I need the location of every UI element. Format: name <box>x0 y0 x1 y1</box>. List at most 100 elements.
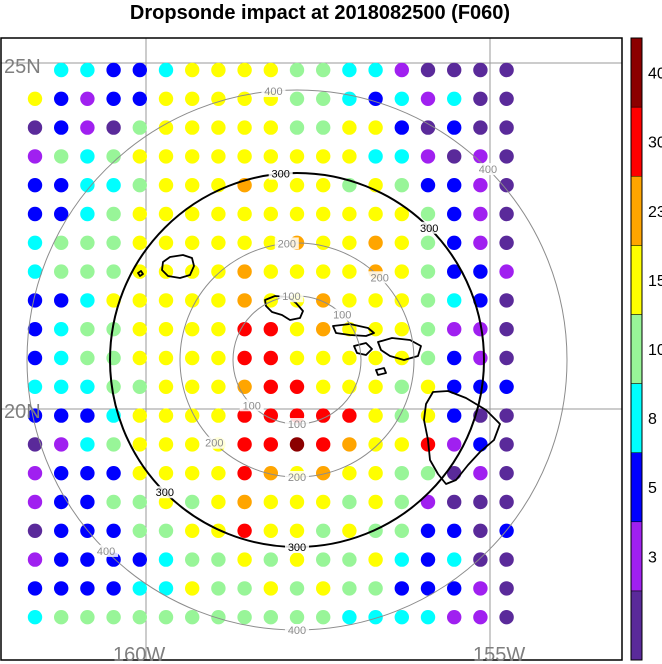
ring-label: 300 <box>156 487 174 499</box>
impact-dot <box>342 235 357 250</box>
impact-dot <box>263 120 278 135</box>
colorbar-bin <box>630 37 643 108</box>
impact-dot <box>54 610 69 625</box>
impact-dot <box>394 610 409 625</box>
impact-dot <box>368 120 383 135</box>
impact-dot <box>106 264 121 279</box>
ring-label: 400 <box>288 625 306 637</box>
impact-dot <box>132 581 147 596</box>
impact-dot <box>54 91 69 107</box>
impact-dot <box>237 264 252 279</box>
impact-dot <box>342 350 357 366</box>
impact-dot <box>342 379 357 394</box>
impact-dot <box>106 350 121 366</box>
range-rings: 100 100 100 100 200 200 200 200 300 300 300 300 400 4… <box>26 85 568 637</box>
impact-dot <box>263 264 278 279</box>
impact-dot <box>447 379 462 394</box>
impact-dot <box>420 264 436 279</box>
lon-label-155w: 155W <box>473 644 525 664</box>
impact-dot <box>27 322 43 337</box>
island-outline <box>353 342 373 356</box>
ring-label-bg <box>475 163 500 176</box>
colorbar-bin <box>630 314 643 384</box>
impact-dot <box>106 610 121 625</box>
impact-dot <box>211 581 226 596</box>
impact-dot <box>447 178 462 193</box>
impact-dot <box>263 552 278 567</box>
impact-dot <box>447 206 462 222</box>
impact-dot <box>185 437 200 452</box>
impact-dot <box>289 91 305 107</box>
impact-dot <box>54 408 69 423</box>
impact-dot <box>368 581 383 596</box>
impact-dot <box>185 523 200 538</box>
impact-dot <box>394 552 409 567</box>
impact-dot <box>394 62 409 78</box>
impact-dot <box>447 552 462 567</box>
impact-dot <box>263 581 278 596</box>
impact-dot <box>54 178 69 193</box>
impact-dot <box>54 523 69 538</box>
ring-label: 100 <box>333 310 351 322</box>
impact-dot <box>394 149 409 164</box>
impact-dot <box>316 322 331 337</box>
impact-dot <box>447 523 462 538</box>
impact-dot <box>368 235 383 250</box>
impact-dot <box>185 379 200 394</box>
island-outline <box>375 367 387 376</box>
impact-dot <box>499 437 514 452</box>
impact-dot <box>211 379 226 394</box>
impact-dot <box>316 149 331 164</box>
impact-dot <box>289 437 305 452</box>
impact-dot <box>263 408 278 423</box>
island-outline <box>377 337 422 361</box>
impact-dot <box>499 91 514 107</box>
impact-dot <box>158 350 174 366</box>
impact-dot <box>80 552 95 567</box>
island-outline <box>137 270 144 277</box>
impact-dot <box>420 466 436 481</box>
impact-dot <box>447 322 462 337</box>
impact-dot <box>420 408 436 423</box>
impact-dot <box>158 235 174 250</box>
impact-dot <box>394 178 409 193</box>
ring-label-bg <box>239 399 264 412</box>
impact-dot <box>211 350 226 366</box>
impact-dot <box>132 91 147 107</box>
impact-dot <box>316 523 331 538</box>
impact-dot <box>158 322 174 337</box>
impact-dot <box>158 62 174 78</box>
impact-dot <box>106 91 121 107</box>
impact-dot <box>80 437 95 452</box>
ring-label-bg <box>285 418 309 430</box>
impact-dot <box>342 293 357 308</box>
impact-dot <box>316 581 331 596</box>
impact-dot <box>447 350 462 366</box>
impact-dot <box>499 408 514 423</box>
impact-dot <box>316 264 331 279</box>
impact-dot <box>237 120 252 135</box>
impact-dot <box>499 235 514 250</box>
impact-dot <box>420 235 436 250</box>
impact-dot <box>368 62 383 78</box>
impact-dot <box>342 494 357 510</box>
impact-dot <box>237 408 252 423</box>
impact-dot <box>54 322 69 337</box>
ring-label-bg <box>285 541 309 553</box>
impact-dot <box>132 523 147 538</box>
ring-label-bg <box>94 544 119 557</box>
impact-dot <box>80 178 95 193</box>
impact-dot <box>27 610 43 625</box>
impact-dot <box>420 610 436 625</box>
impact-dot <box>420 120 436 135</box>
impact-dot <box>158 91 174 107</box>
ring-label: 200 <box>278 238 296 250</box>
colorbar-label: 40 <box>648 66 662 83</box>
impact-dot <box>211 552 226 567</box>
impact-dot <box>211 322 226 337</box>
impact-dot <box>499 178 514 193</box>
impact-dot <box>473 466 488 481</box>
impact-dot <box>27 91 43 107</box>
impact-dot <box>316 379 331 394</box>
impact-dot <box>237 494 252 510</box>
